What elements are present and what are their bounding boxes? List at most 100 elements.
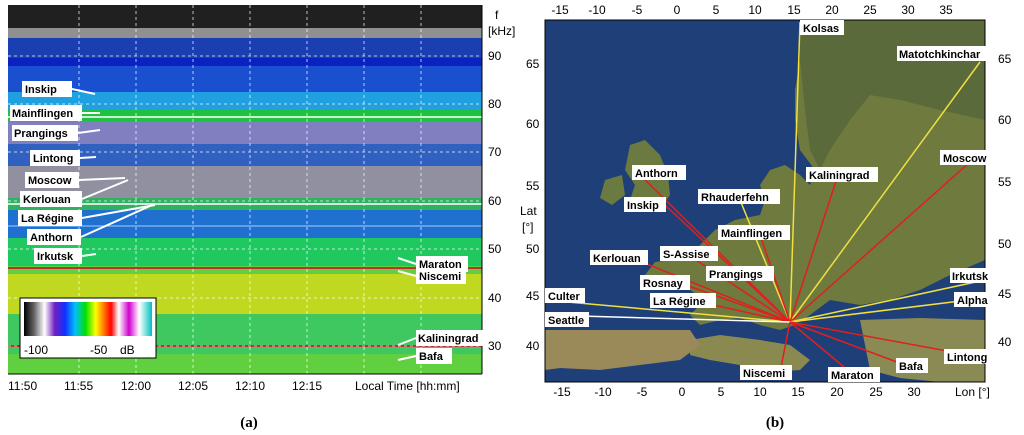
spectrogram-image bbox=[8, 5, 482, 374]
svg-text:65: 65 bbox=[998, 52, 1012, 66]
map-station-label: Lintong bbox=[947, 352, 987, 364]
svg-text:60: 60 bbox=[526, 117, 540, 131]
map-station-label: Mainflingen bbox=[721, 228, 782, 240]
freq-tick: 60 bbox=[488, 194, 502, 208]
map-station-label: S-Assise bbox=[663, 249, 709, 261]
svg-text:-5: -5 bbox=[637, 385, 648, 399]
station-label: Kaliningrad bbox=[418, 333, 479, 345]
svg-text:55: 55 bbox=[526, 179, 540, 193]
colorbar-label: dB bbox=[120, 343, 135, 357]
map-lat-axis-right: 65 60 55 50 45 40 bbox=[998, 52, 1012, 349]
caption-a: (a) bbox=[240, 415, 258, 431]
map-station-label: Anthorn bbox=[635, 168, 678, 180]
map-station-label: Rosnay bbox=[643, 278, 684, 290]
map-lon-axis-bottom: -15 -10 -5 0 5 10 15 20 25 30 Lon [°] bbox=[553, 385, 990, 399]
map-station-label: Culter bbox=[548, 291, 581, 303]
svg-text:45: 45 bbox=[526, 289, 540, 303]
time-tick: 12:10 bbox=[235, 379, 265, 393]
map-station-label: Niscemi bbox=[743, 368, 785, 380]
svg-text:45: 45 bbox=[998, 287, 1012, 301]
svg-text:15: 15 bbox=[791, 385, 805, 399]
svg-text:-10: -10 bbox=[594, 385, 612, 399]
time-tick: 12:00 bbox=[121, 379, 151, 393]
map-station-label: Seattle bbox=[548, 315, 584, 327]
svg-text:30: 30 bbox=[907, 385, 921, 399]
station-labels-right: Maraton Niscemi Kaliningrad Bafa bbox=[397, 256, 484, 364]
time-tick: 12:15 bbox=[292, 379, 322, 393]
freq-tick: 90 bbox=[488, 49, 502, 63]
station-label: Lintong bbox=[33, 153, 73, 165]
station-label: Moscow bbox=[28, 175, 72, 187]
svg-text:-15: -15 bbox=[551, 3, 569, 17]
freq-tick: 30 bbox=[488, 339, 502, 353]
station-label: Anthorn bbox=[30, 232, 73, 244]
svg-text:5: 5 bbox=[718, 385, 725, 399]
svg-text:25: 25 bbox=[869, 385, 883, 399]
time-tick: 12:05 bbox=[178, 379, 208, 393]
time-axis-label: Local Time [hh:mm] bbox=[355, 379, 460, 393]
colorbar-label: -50 bbox=[90, 343, 108, 357]
map-station-label: Maraton bbox=[831, 370, 874, 382]
svg-text:40: 40 bbox=[526, 339, 540, 353]
colorbar: -100 -50 dB bbox=[19, 297, 157, 359]
station-label: Kerlouan bbox=[23, 194, 71, 206]
svg-text:30: 30 bbox=[901, 3, 915, 17]
freq-tick: 80 bbox=[488, 97, 502, 111]
svg-text:-10: -10 bbox=[588, 3, 606, 17]
map-station-label: Kolsas bbox=[803, 23, 839, 35]
svg-text:40: 40 bbox=[998, 335, 1012, 349]
map-station-label: Irkutsk bbox=[952, 271, 989, 283]
time-axis: 11:50 11:55 12:00 12:05 12:10 12:15 Loca… bbox=[8, 373, 482, 393]
svg-text:35: 35 bbox=[939, 3, 953, 17]
map-station-label: Alpha bbox=[957, 295, 988, 307]
freq-tick: 70 bbox=[488, 145, 502, 159]
svg-text:20: 20 bbox=[830, 385, 844, 399]
time-tick: 11:50 bbox=[8, 379, 37, 393]
svg-text:-5: -5 bbox=[632, 3, 643, 17]
freq-tick: 50 bbox=[488, 242, 502, 256]
freq-tick: 40 bbox=[488, 291, 502, 305]
map-station-label: Moscow bbox=[943, 153, 987, 165]
station-label: Inskip bbox=[25, 84, 57, 96]
map-station-label: Inskip bbox=[627, 200, 659, 212]
map-station-label: Kerlouan bbox=[593, 253, 641, 265]
svg-text:25: 25 bbox=[863, 3, 877, 17]
station-label: Irkutsk bbox=[37, 251, 74, 263]
map-panel bbox=[544, 19, 986, 383]
svg-text:60: 60 bbox=[998, 113, 1012, 127]
map-station-labels: Kolsas Matotchkinchar Moscow Anthorn Kal… bbox=[545, 20, 994, 382]
svg-text:50: 50 bbox=[998, 237, 1012, 251]
lon-label: Lon [°] bbox=[955, 385, 990, 399]
freq-unit: [kHz] bbox=[488, 24, 515, 38]
map-station-label: Rhauderfehn bbox=[701, 192, 769, 204]
map-station-label: Kaliningrad bbox=[809, 170, 870, 182]
svg-text:50: 50 bbox=[526, 242, 540, 256]
svg-text:55: 55 bbox=[998, 175, 1012, 189]
station-label: La Régine bbox=[21, 213, 74, 225]
map-station-label: Prangings bbox=[709, 269, 763, 281]
time-tick: 11:55 bbox=[64, 379, 93, 393]
map-station-label: Matotchkinchar bbox=[899, 49, 981, 61]
svg-text:10: 10 bbox=[748, 3, 762, 17]
station-label: Mainflingen bbox=[12, 108, 73, 120]
station-label: Niscemi bbox=[419, 271, 461, 283]
lat-label: Lat bbox=[520, 204, 537, 218]
svg-text:5: 5 bbox=[713, 3, 720, 17]
freq-unit-f: f bbox=[495, 8, 499, 22]
map-station-label: La Régine bbox=[653, 296, 706, 308]
map-station-label: Bafa bbox=[899, 361, 924, 373]
svg-text:65: 65 bbox=[526, 57, 540, 71]
caption-b: (b) bbox=[766, 415, 784, 431]
map-lon-axis-top: -15 -10 -5 0 5 10 15 20 25 30 35 bbox=[551, 3, 953, 17]
svg-text:-15: -15 bbox=[553, 385, 571, 399]
station-label: Bafa bbox=[419, 351, 444, 363]
svg-text:0: 0 bbox=[674, 3, 681, 17]
svg-text:15: 15 bbox=[787, 3, 801, 17]
svg-text:10: 10 bbox=[753, 385, 767, 399]
station-labels-left: Inskip Mainflingen Prangings Lintong Mos… bbox=[10, 81, 156, 264]
map-lat-axis-left: 65 60 55 50 45 40 Lat [°] bbox=[520, 57, 540, 353]
colorbar-label: -100 bbox=[24, 343, 48, 357]
lat-unit: [°] bbox=[522, 220, 533, 234]
frequency-axis: f [kHz] 90 80 70 60 50 40 30 bbox=[481, 5, 515, 374]
